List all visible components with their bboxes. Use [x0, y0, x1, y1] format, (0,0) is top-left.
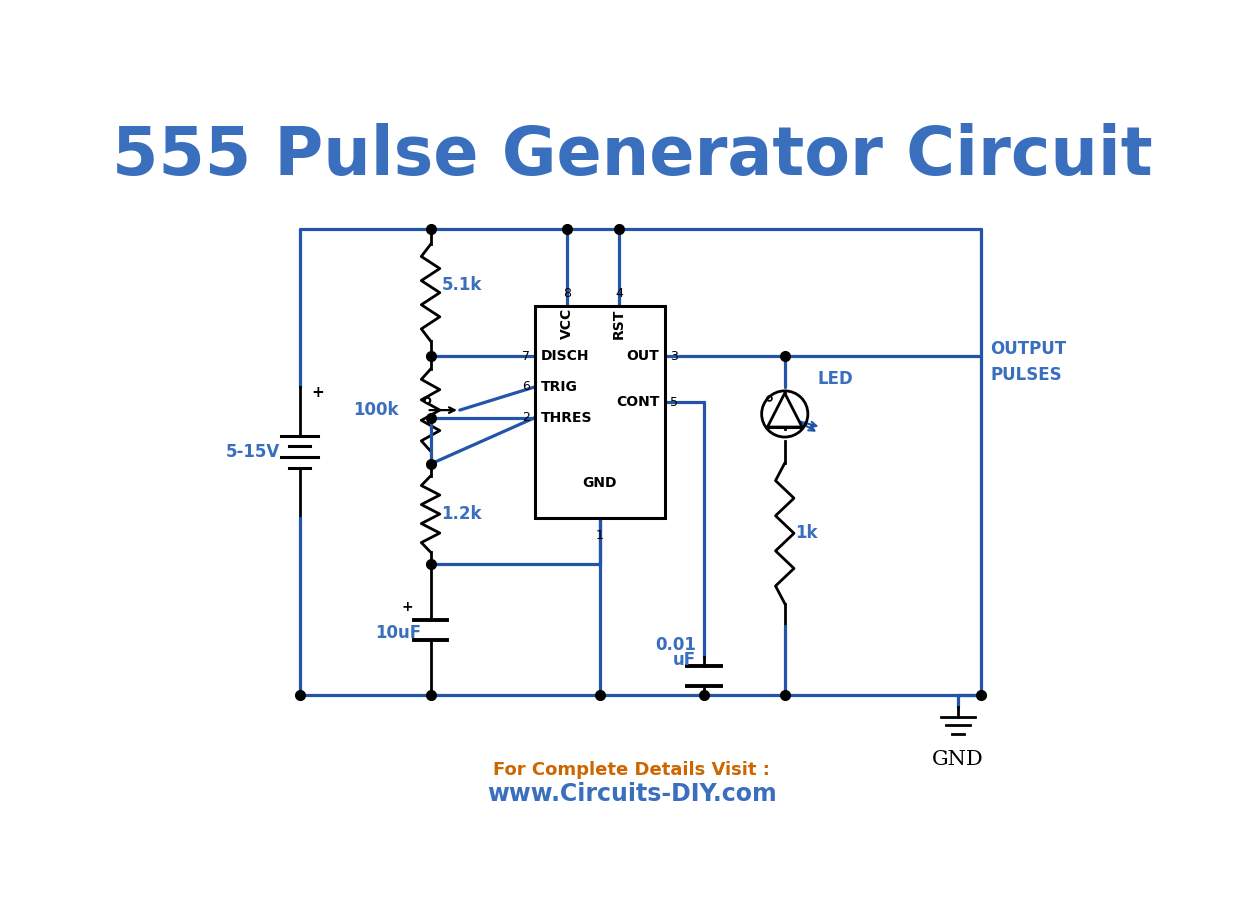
Text: LED: LED — [817, 371, 853, 388]
Text: 8: 8 — [562, 287, 571, 300]
Text: 10uF: 10uF — [375, 624, 422, 642]
Text: uF: uF — [673, 651, 697, 670]
Polygon shape — [767, 393, 803, 427]
Text: OUT: OUT — [626, 350, 660, 363]
Text: +: + — [311, 385, 324, 401]
Text: 5-15V: 5-15V — [226, 444, 280, 461]
Text: +: + — [402, 600, 413, 614]
Text: 0.01: 0.01 — [655, 636, 697, 654]
Text: 100k: 100k — [353, 401, 398, 419]
Text: 5: 5 — [670, 396, 678, 409]
Text: 555 Pulse Generator Circuit: 555 Pulse Generator Circuit — [112, 123, 1152, 189]
Text: CONT: CONT — [615, 395, 660, 409]
Text: 4: 4 — [615, 287, 623, 300]
Text: PULSES: PULSES — [990, 366, 1062, 384]
Text: For Complete Details Visit :: For Complete Details Visit : — [493, 760, 771, 779]
Text: DISCH: DISCH — [540, 350, 589, 363]
Text: GND: GND — [932, 750, 984, 770]
Text: OUTPUT: OUTPUT — [990, 339, 1067, 358]
Text: 1k: 1k — [795, 524, 817, 543]
Text: www.Circuits-DIY.com: www.Circuits-DIY.com — [487, 781, 777, 805]
Text: TRIG: TRIG — [540, 380, 577, 394]
Text: 1.2k: 1.2k — [441, 505, 482, 523]
Text: 3: 3 — [670, 350, 678, 362]
Text: 6: 6 — [522, 381, 530, 393]
Text: THRES: THRES — [540, 411, 592, 425]
Bar — [535, 307, 666, 518]
Text: GND: GND — [583, 476, 618, 490]
Text: 7: 7 — [522, 350, 530, 362]
Text: 1: 1 — [596, 530, 604, 543]
Text: 5.1k: 5.1k — [441, 276, 482, 294]
Text: RST: RST — [613, 308, 626, 339]
Text: VCC: VCC — [560, 307, 573, 339]
Text: 2: 2 — [522, 412, 530, 425]
